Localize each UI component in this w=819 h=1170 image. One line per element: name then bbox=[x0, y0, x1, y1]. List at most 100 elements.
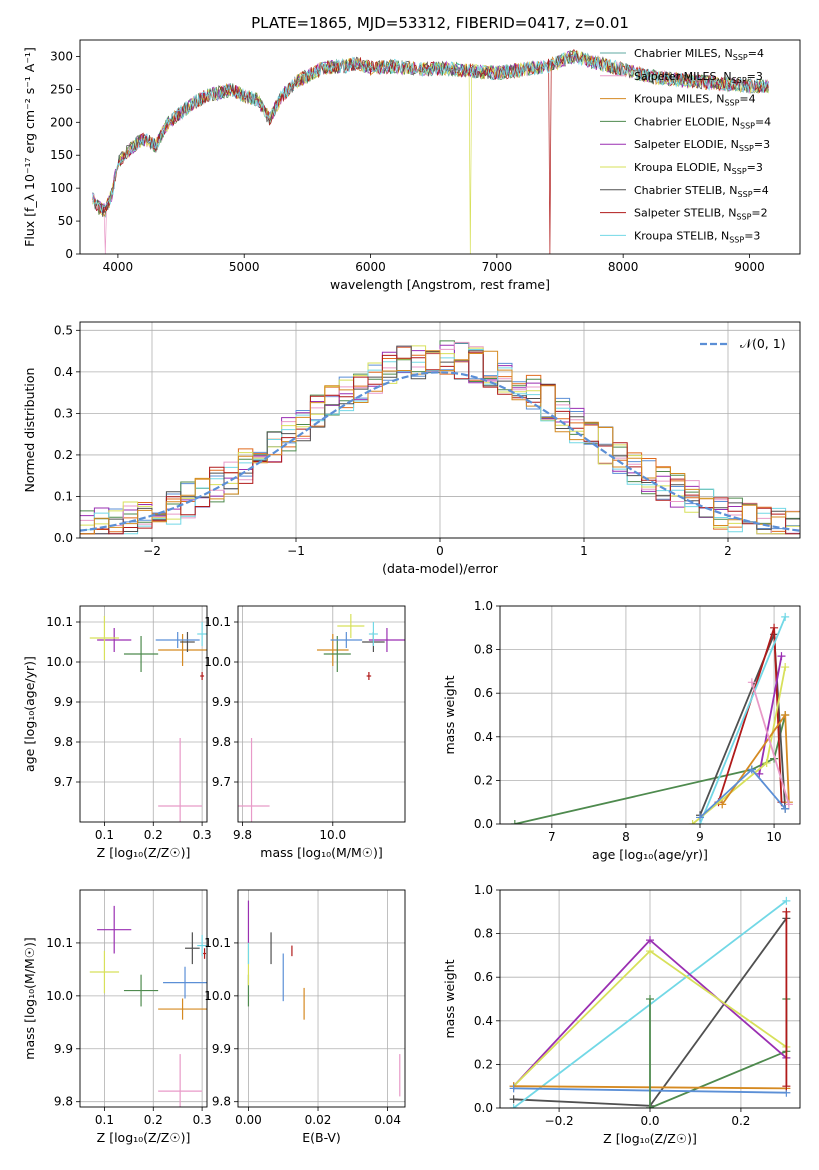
massweight-marker bbox=[781, 711, 790, 719]
y-tick-label: 250 bbox=[50, 82, 73, 96]
x-tick-label: 8000 bbox=[608, 260, 639, 274]
y-tick-label: 0.4 bbox=[54, 365, 73, 379]
legend-entry: Kroupa ELODIE, NSSP=3 bbox=[634, 161, 763, 176]
x-tick-label: 6000 bbox=[355, 260, 386, 274]
massweight-marker bbox=[770, 623, 779, 632]
massweight-marker bbox=[781, 612, 790, 621]
plot-area bbox=[509, 896, 791, 1108]
massweight-marker bbox=[781, 804, 790, 813]
plot-area bbox=[247, 900, 401, 1097]
y-tick-label: 0.0 bbox=[54, 531, 73, 545]
x-tick-label: 0.1 bbox=[95, 1113, 114, 1127]
y-tick-label: 0.2 bbox=[54, 448, 73, 462]
y-tick-label: 0.0 bbox=[474, 817, 493, 831]
x-tick-label: 7000 bbox=[482, 260, 513, 274]
massweight-marker bbox=[747, 678, 756, 687]
massweight-marker bbox=[509, 1104, 518, 1108]
massweight-line bbox=[699, 616, 787, 824]
y-tick-label: 0.2 bbox=[474, 1057, 493, 1071]
legend-entry: Salpeter MILES, NSSP=3 bbox=[634, 70, 763, 85]
massweight-marker bbox=[784, 800, 793, 809]
x-tick-label: 10.0 bbox=[319, 828, 346, 842]
plot-area bbox=[80, 340, 800, 535]
x-axis-label: Z [log₁₀(Z/Z☉)] bbox=[97, 1130, 191, 1145]
x-tick-label: 0.0 bbox=[640, 1114, 659, 1128]
massweight-vs-metallicity-panel: −0.2 0.0 0.2 0.0 0.2 0.4 0.6 0.8 1.0 Z [log₁₀(Z/Z… bbox=[442, 883, 801, 1146]
axes-frame bbox=[79, 605, 208, 823]
x-axis-label: Z [log₁₀(Z/Z☉)] bbox=[97, 845, 191, 860]
age-vs-metallicity-panel: 0.1 0.2 0.3 9.7 9.8 9.9 10.0 10.1 Z [log₁₀(Z/Z☉)… bbox=[22, 605, 212, 860]
y-tick-label: 0.2 bbox=[474, 773, 493, 787]
massweight-marker bbox=[781, 663, 790, 672]
y-tick-label: 0.0 bbox=[474, 1101, 493, 1115]
legend-entry: Kroupa STELIB, NSSP=3 bbox=[634, 229, 760, 244]
y-tick-label: 10.0 bbox=[204, 655, 231, 669]
x-axis-label: age [log₁₀(age/yr)] bbox=[592, 847, 708, 862]
massweight-marker bbox=[646, 1104, 654, 1108]
y-tick-label: 0.8 bbox=[474, 927, 493, 941]
y-axis-label: Normed distribution bbox=[22, 368, 37, 493]
plot-area bbox=[510, 612, 793, 824]
plot-area bbox=[89, 905, 207, 1107]
x-tick-label: 8 bbox=[622, 830, 630, 844]
y-axis-label: Flux [f_λ 10⁻¹⁷ erg cm⁻² s⁻¹ A⁻¹] bbox=[22, 47, 37, 247]
y-tick-label: 9.9 bbox=[54, 1042, 73, 1056]
massweight-marker bbox=[509, 1084, 518, 1093]
legend-entry: Salpeter ELODIE, NSSP=3 bbox=[634, 138, 770, 153]
x-axis-label: (data-model)/error bbox=[382, 561, 499, 576]
x-tick-label: 0.04 bbox=[374, 1113, 401, 1127]
y-tick-label: 0.6 bbox=[474, 686, 493, 700]
massweight-marker bbox=[646, 947, 654, 956]
axes-frame bbox=[79, 889, 208, 1108]
x-tick-label: −1 bbox=[287, 544, 305, 558]
y-tick-label: 10.1 bbox=[204, 615, 231, 629]
plot-area bbox=[238, 614, 405, 822]
massweight-marker bbox=[782, 1082, 791, 1091]
y-tick-label: 10.0 bbox=[46, 989, 73, 1003]
x-tick-label: 9.8 bbox=[233, 828, 252, 842]
x-tick-label: 0.3 bbox=[193, 1113, 212, 1127]
x-tick-label: 7 bbox=[548, 830, 556, 844]
mass-vs-metallicity-panel: 0.1 0.2 0.3 9.8 9.9 10.0 10.1 Z [log₁₀(Z/Z☉)] ma… bbox=[22, 889, 212, 1145]
spectrum-line bbox=[92, 50, 769, 254]
y-tick-label: 9.8 bbox=[54, 735, 73, 749]
x-tick-label: 0 bbox=[436, 544, 444, 558]
y-tick-label: 0.5 bbox=[54, 323, 73, 337]
massweight-line bbox=[758, 655, 783, 775]
legend-entry: Salpeter STELIB, NSSP=2 bbox=[634, 207, 768, 222]
massweight-marker bbox=[510, 820, 519, 824]
histogram-step bbox=[80, 350, 800, 535]
massweight-marker bbox=[646, 936, 654, 945]
y-tick-label: 300 bbox=[50, 49, 73, 63]
massweight-line bbox=[514, 714, 787, 824]
massweight-marker bbox=[747, 765, 756, 774]
y-tick-label: 0.1 bbox=[54, 489, 73, 503]
axes-frame bbox=[499, 889, 801, 1109]
y-tick-label: 10.0 bbox=[204, 989, 231, 1003]
x-axis-label: mass [log₁₀(M/M☉)] bbox=[260, 845, 382, 860]
legend-entry: 𝒩(0, 1) bbox=[740, 336, 786, 351]
y-axis-label: age [log₁₀(age/yr)] bbox=[22, 656, 37, 772]
spectrum-line bbox=[92, 51, 769, 212]
legend-entry: Chabrier STELIB, NSSP=4 bbox=[634, 184, 769, 199]
y-tick-label: 0.4 bbox=[474, 1014, 493, 1028]
axes-frame bbox=[79, 321, 801, 539]
x-tick-label: 0.2 bbox=[144, 1113, 163, 1127]
residual-histogram-panel: −2 −1 0 1 2 0.0 0.1 0.2 0.3 0.4 0.5 (data-model)/er… bbox=[22, 321, 801, 576]
y-tick-label: 9.8 bbox=[212, 735, 231, 749]
y-tick-label: 50 bbox=[58, 214, 73, 228]
plot-area bbox=[89, 616, 207, 822]
x-tick-label: 0.2 bbox=[144, 828, 163, 842]
y-tick-label: 0.4 bbox=[474, 730, 493, 744]
y-tick-label: 9.9 bbox=[212, 1042, 231, 1056]
y-tick-label: 1.0 bbox=[474, 599, 493, 613]
age-vs-mass-panel: 9.8 10.0 9.7 9.8 9.9 10.0 10.1 mass [log₁₀(M/M☉… bbox=[204, 605, 406, 860]
massweight-marker bbox=[718, 800, 727, 809]
legend-entry: Kroupa MILES, NSSP=4 bbox=[634, 93, 756, 108]
axes-frame bbox=[237, 889, 406, 1108]
x-axis-label: E(B-V) bbox=[302, 1130, 341, 1145]
y-tick-label: 0 bbox=[65, 247, 73, 261]
massweight-marker bbox=[646, 995, 654, 1003]
mass-vs-ebv-panel: 0.00 0.02 0.04 9.8 9.9 10.0 10.1 E(B-V) bbox=[204, 889, 406, 1145]
